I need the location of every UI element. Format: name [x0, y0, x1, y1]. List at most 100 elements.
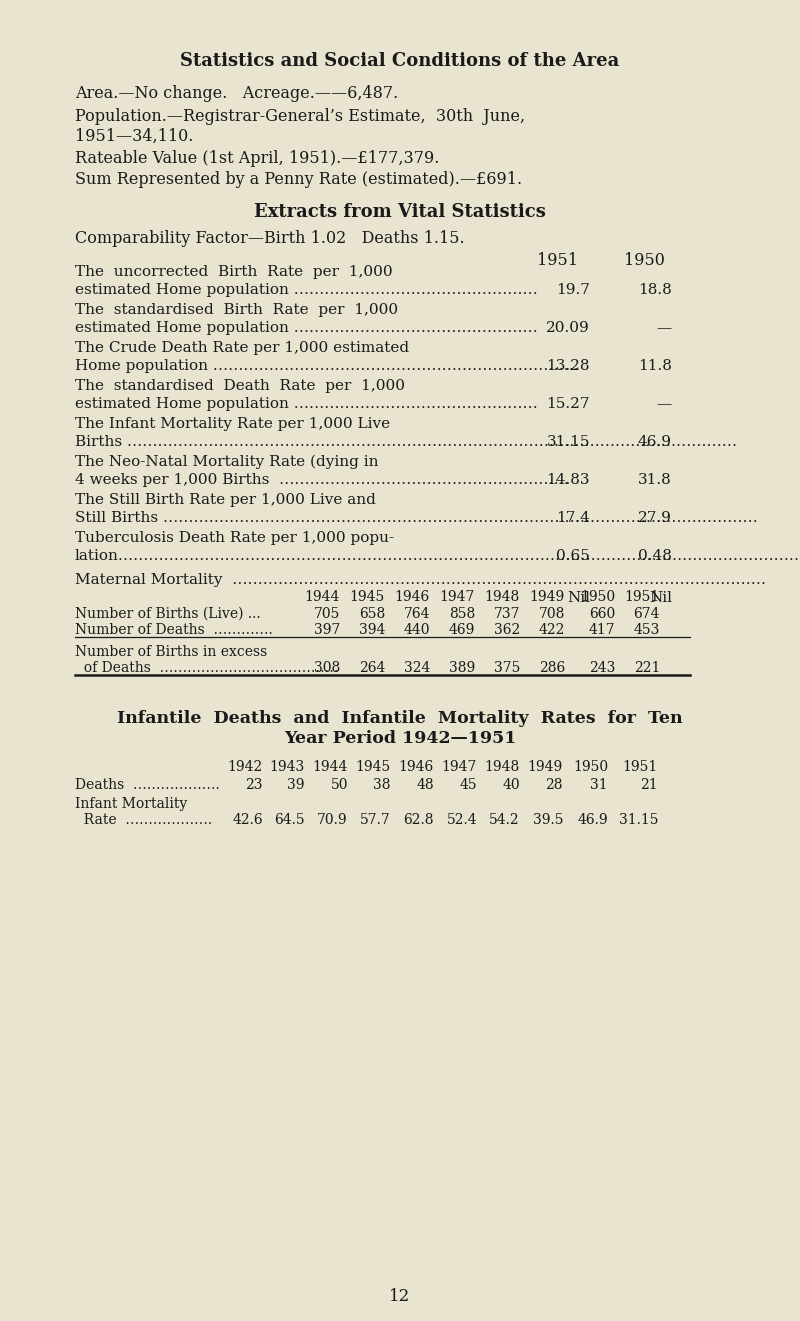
Text: 394: 394	[358, 624, 385, 637]
Text: 422: 422	[538, 624, 565, 637]
Text: Extracts from Vital Statistics: Extracts from Vital Statistics	[254, 203, 546, 221]
Text: 54.2: 54.2	[490, 812, 520, 827]
Text: 1944: 1944	[305, 590, 340, 604]
Text: Deaths  ……………….: Deaths ……………….	[75, 778, 220, 793]
Text: Rateable Value (1st April, 1951).—£177,379.: Rateable Value (1st April, 1951).—£177,3…	[75, 151, 439, 166]
Text: 375: 375	[494, 660, 520, 675]
Text: 0.48: 0.48	[638, 550, 672, 563]
Text: 39.5: 39.5	[533, 812, 563, 827]
Text: Nil: Nil	[649, 590, 672, 605]
Text: Births …………………………………………………………………………………………………………: Births …………………………………………………………………………………………	[75, 435, 737, 449]
Text: 1943: 1943	[270, 760, 305, 774]
Text: 362: 362	[494, 624, 520, 637]
Text: 389: 389	[449, 660, 475, 675]
Text: 1945: 1945	[356, 760, 391, 774]
Text: The Crude Death Rate per 1,000 estimated: The Crude Death Rate per 1,000 estimated	[75, 341, 409, 355]
Text: Statistics and Social Conditions of the Area: Statistics and Social Conditions of the …	[180, 52, 620, 70]
Text: Infantile  Deaths  and  Infantile  Mortality  Rates  for  Ten: Infantile Deaths and Infantile Mortality…	[117, 709, 683, 727]
Text: 243: 243	[589, 660, 615, 675]
Text: 14.83: 14.83	[546, 473, 590, 487]
Text: Year Period 1942—1951: Year Period 1942—1951	[284, 731, 516, 746]
Text: Number of Births in excess: Number of Births in excess	[75, 645, 267, 659]
Text: Population.—Registrar-General’s Estimate,  30th  June,: Population.—Registrar-General’s Estimate…	[75, 108, 525, 125]
Text: The  standardised  Death  Rate  per  1,000: The standardised Death Rate per 1,000	[75, 379, 405, 394]
Text: 469: 469	[449, 624, 475, 637]
Text: 13.28: 13.28	[546, 359, 590, 373]
Text: The  uncorrected  Birth  Rate  per  1,000: The uncorrected Birth Rate per 1,000	[75, 266, 393, 279]
Text: Infant Mortality: Infant Mortality	[75, 797, 187, 811]
Text: Number of Deaths  ………….: Number of Deaths ………….	[75, 624, 273, 637]
Text: 674: 674	[634, 608, 660, 621]
Text: 308: 308	[314, 660, 340, 675]
Text: 18.8: 18.8	[638, 283, 672, 297]
Text: 15.27: 15.27	[546, 398, 590, 411]
Text: 23: 23	[246, 778, 263, 793]
Text: 1950: 1950	[573, 760, 608, 774]
Text: 31.8: 31.8	[638, 473, 672, 487]
Text: 28: 28	[546, 778, 563, 793]
Text: 1950: 1950	[624, 252, 665, 269]
Text: 737: 737	[494, 608, 520, 621]
Text: 1951: 1951	[537, 252, 578, 269]
Text: 42.6: 42.6	[232, 812, 263, 827]
Text: 397: 397	[314, 624, 340, 637]
Text: 40: 40	[502, 778, 520, 793]
Text: 27.9: 27.9	[638, 511, 672, 524]
Text: 70.9: 70.9	[318, 812, 348, 827]
Text: 38: 38	[374, 778, 391, 793]
Text: 453: 453	[634, 624, 660, 637]
Text: lation…………………………………………………………………………………………………………………………: lation……………………………………………………………………………………………	[75, 550, 800, 563]
Text: 440: 440	[403, 624, 430, 637]
Text: 31: 31	[590, 778, 608, 793]
Text: 1949: 1949	[530, 590, 565, 604]
Text: 324: 324	[404, 660, 430, 675]
Text: 52.4: 52.4	[446, 812, 477, 827]
Text: Comparability Factor—Birth 1.02   Deaths 1.15.: Comparability Factor—Birth 1.02 Deaths 1…	[75, 230, 465, 247]
Text: estimated Home population …………………………………………: estimated Home population ………………………………………	[75, 321, 538, 336]
Text: 1946: 1946	[394, 590, 430, 604]
Text: Area.—No change.   Acreage.——6,487.: Area.—No change. Acreage.——6,487.	[75, 85, 398, 102]
Text: 48: 48	[416, 778, 434, 793]
Text: 1947: 1947	[440, 590, 475, 604]
Text: Nil: Nil	[567, 590, 590, 605]
Text: 658: 658	[358, 608, 385, 621]
Text: 46.9: 46.9	[638, 435, 672, 449]
Text: Sum Represented by a Penny Rate (estimated).—£691.: Sum Represented by a Penny Rate (estimat…	[75, 170, 522, 188]
Text: 45: 45	[459, 778, 477, 793]
Text: 1948: 1948	[485, 760, 520, 774]
Text: 264: 264	[358, 660, 385, 675]
Text: Maternal Mortality  ……………………………………………………………………………………………: Maternal Mortality …………………………………………………………	[75, 573, 766, 587]
Text: 0.65: 0.65	[556, 550, 590, 563]
Text: 21: 21	[640, 778, 658, 793]
Text: 57.7: 57.7	[360, 812, 391, 827]
Text: 62.8: 62.8	[403, 812, 434, 827]
Text: Tuberculosis Death Rate per 1,000 popu-: Tuberculosis Death Rate per 1,000 popu-	[75, 531, 394, 546]
Text: estimated Home population …………………………………………: estimated Home population ………………………………………	[75, 283, 538, 297]
Text: Number of Births (Live) ...: Number of Births (Live) ...	[75, 608, 261, 621]
Text: The Neo-Natal Mortality Rate (dying in: The Neo-Natal Mortality Rate (dying in	[75, 454, 378, 469]
Text: 1950: 1950	[580, 590, 615, 604]
Text: 1949: 1949	[528, 760, 563, 774]
Text: 31.15: 31.15	[618, 812, 658, 827]
Text: 286: 286	[538, 660, 565, 675]
Text: 1951: 1951	[622, 760, 658, 774]
Text: 12: 12	[390, 1288, 410, 1305]
Text: 858: 858	[449, 608, 475, 621]
Text: 39: 39	[287, 778, 305, 793]
Text: 1945: 1945	[350, 590, 385, 604]
Text: 50: 50	[330, 778, 348, 793]
Text: —: —	[657, 398, 672, 411]
Text: 17.4: 17.4	[556, 511, 590, 524]
Text: 705: 705	[314, 608, 340, 621]
Text: 19.7: 19.7	[556, 283, 590, 297]
Text: 1944: 1944	[313, 760, 348, 774]
Text: of Deaths  …………………………………: of Deaths …………………………………	[75, 660, 338, 675]
Text: 4 weeks per 1,000 Births  …………………………………………………: 4 weeks per 1,000 Births …………………………………………	[75, 473, 569, 487]
Text: Still Births ………………………………………………………………………………………………………: Still Births …………………………………………………………………………	[75, 511, 758, 524]
Text: Rate  ……………….: Rate ……………….	[75, 812, 212, 827]
Text: 221: 221	[634, 660, 660, 675]
Text: estimated Home population …………………………………………: estimated Home population ………………………………………	[75, 398, 538, 411]
Text: 660: 660	[589, 608, 615, 621]
Text: 1946: 1946	[398, 760, 434, 774]
Text: 64.5: 64.5	[274, 812, 305, 827]
